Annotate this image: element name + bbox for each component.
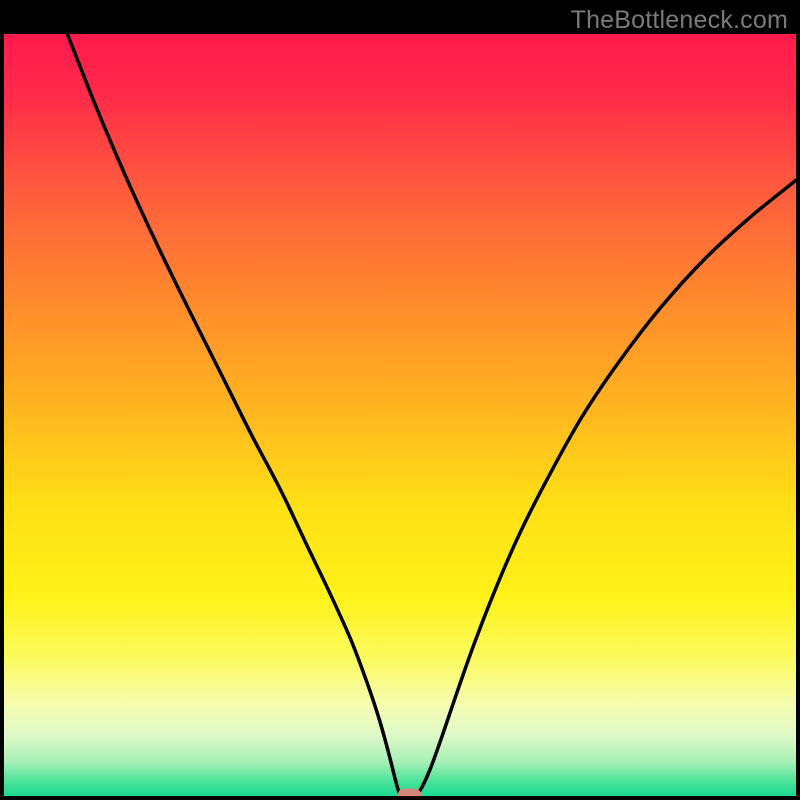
optimal-marker xyxy=(398,789,422,797)
frame-right xyxy=(796,0,800,800)
chart-stage: TheBottleneck.com xyxy=(0,0,800,800)
bottleneck-plot xyxy=(4,34,796,796)
gradient-background xyxy=(4,34,796,796)
frame-bottom xyxy=(0,796,800,800)
watermark-text: TheBottleneck.com xyxy=(571,6,788,35)
